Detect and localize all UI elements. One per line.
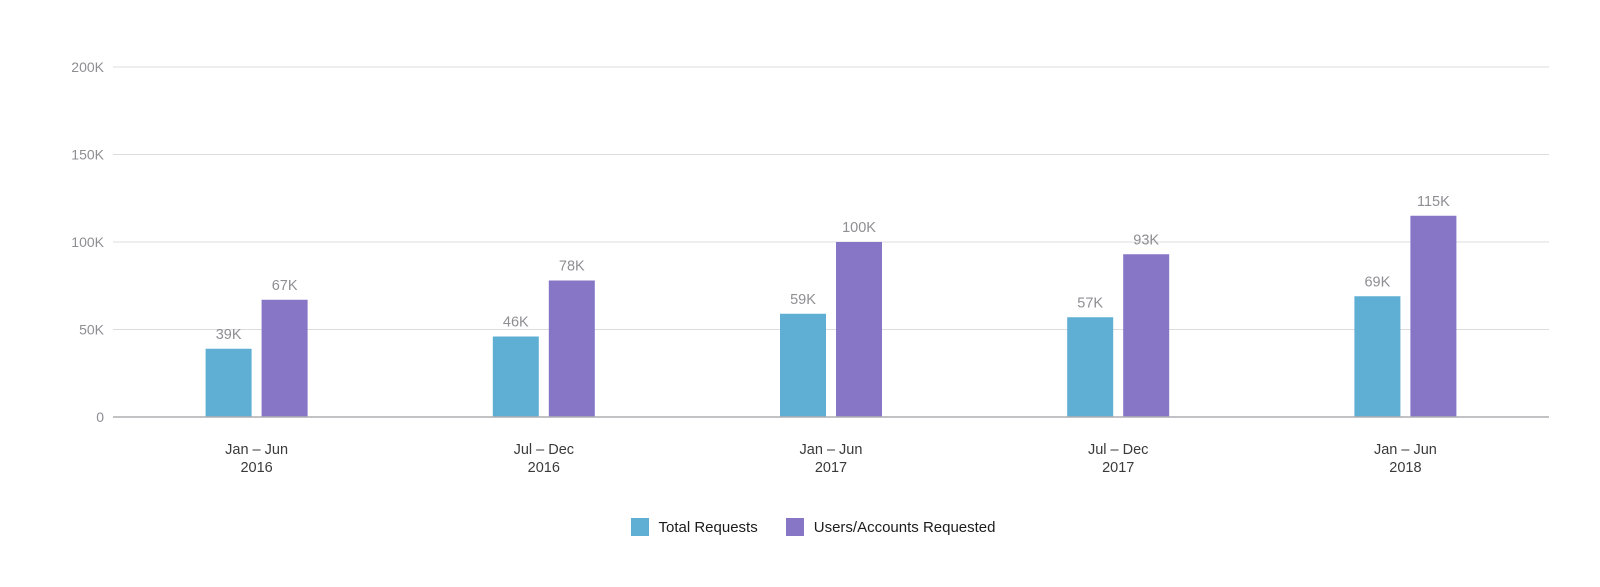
- bars: [205, 215, 1457, 418]
- data-label: 46K: [503, 315, 529, 331]
- x-tick-label: Jul – Dec: [514, 442, 574, 458]
- y-axis: 0 50K 100K 150K 200K: [71, 59, 104, 425]
- legend-label: Users/Accounts Requested: [813, 518, 996, 536]
- legend-label: Total Requests: [658, 518, 758, 536]
- gridlines: [113, 66, 1549, 330]
- bar-total-requests[interactable]: [1067, 317, 1114, 417]
- legend-item-users-accounts-requested[interactable]: Users/Accounts Requested: [785, 518, 996, 536]
- y-tick-label: 200K: [71, 59, 104, 75]
- x-tick-label: Jan – Jun: [225, 442, 288, 458]
- x-tick-label: Jan – Jun: [800, 442, 863, 458]
- bar-users-accounts-requested[interactable]: [261, 299, 308, 417]
- data-label: 59K: [790, 292, 816, 308]
- data-label: 100K: [842, 220, 876, 236]
- x-tick-label: 2017: [1102, 460, 1134, 476]
- x-axis: Jan – Jun 2016 Jul – Dec 2016 Jan – Jun 2017 J…: [113, 416, 1549, 476]
- legend: Total Requests Users/Accounts Requested: [0, 518, 1600, 536]
- data-label: 69K: [1364, 274, 1390, 290]
- x-tick-label: 2017: [815, 460, 847, 476]
- data-label: 67K: [272, 278, 298, 294]
- bar-users-accounts-requested[interactable]: [548, 280, 595, 418]
- data-label: 57K: [1077, 295, 1103, 311]
- x-tick-label: Jul – Dec: [1088, 442, 1148, 458]
- bar-total-requests[interactable]: [780, 313, 826, 417]
- y-tick-label: 150K: [71, 147, 104, 163]
- bar-total-requests[interactable]: [492, 336, 539, 418]
- legend-swatch-total-requests: [630, 518, 649, 536]
- bar-total-requests[interactable]: [1354, 296, 1401, 417]
- data-label: 93K: [1133, 232, 1159, 248]
- bar-users-accounts-requested[interactable]: [1410, 215, 1457, 417]
- data-label: 78K: [559, 259, 585, 275]
- bar-users-accounts-requested[interactable]: [1123, 254, 1170, 417]
- x-tick-label: Jan – Jun: [1374, 442, 1437, 458]
- bar-users-accounts-requested[interactable]: [836, 242, 882, 417]
- x-tick-label: 2018: [1389, 460, 1421, 476]
- data-label: 39K: [216, 327, 242, 343]
- y-tick-label: 0: [96, 409, 104, 425]
- x-tick-label: 2016: [528, 460, 560, 476]
- bar-total-requests[interactable]: [205, 348, 252, 417]
- legend-item-total-requests[interactable]: Total Requests: [630, 518, 758, 536]
- legend-swatch-users-accounts-requested: [785, 518, 804, 536]
- x-tick-label: 2016: [240, 460, 272, 476]
- y-tick-label: 100K: [71, 234, 104, 250]
- y-tick-label: 50K: [79, 322, 105, 338]
- data-label: 115K: [1417, 194, 1450, 210]
- data-labels: 39K 67K 46K 78K 59K 100K 57K 93K 69K 115K: [216, 194, 1450, 343]
